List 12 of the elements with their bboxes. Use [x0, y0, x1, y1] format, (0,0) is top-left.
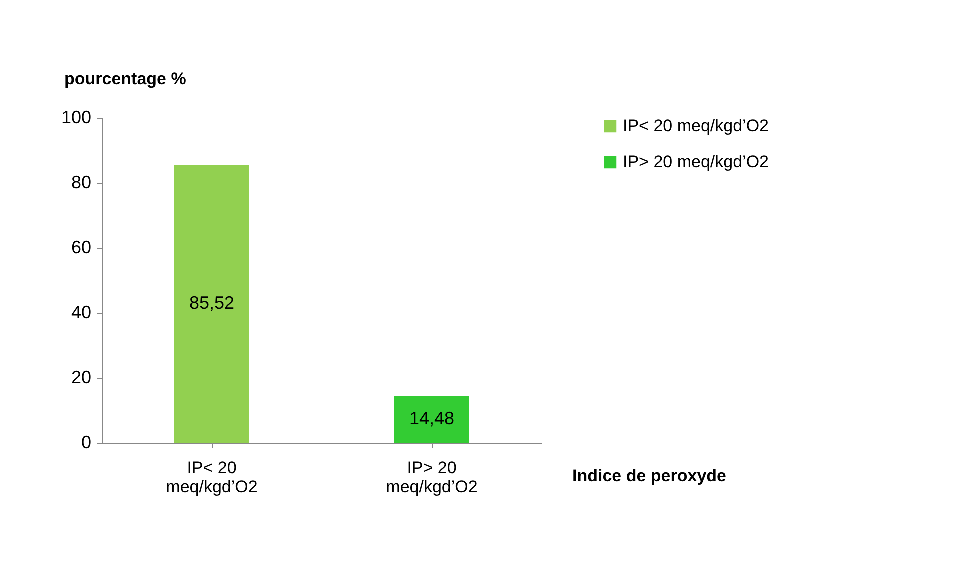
- y-tick-label: 60: [71, 238, 92, 258]
- x-axis-title: Indice de peroxyde: [572, 466, 726, 486]
- y-tick-label: 0: [81, 432, 92, 452]
- y-tick-label: 40: [71, 302, 92, 322]
- data-label: 85,52: [189, 293, 235, 314]
- y-tick-label: 20: [71, 368, 92, 388]
- y-tick-label: 100: [61, 108, 92, 128]
- y-axis-title: pourcentage %: [64, 70, 186, 88]
- data-label: 14,48: [409, 408, 455, 428]
- y-tick-label: 80: [71, 172, 92, 192]
- legend-label: IP< 20 meq/kgd’O2: [623, 116, 770, 136]
- legend-label: IP> 20 meq/kgd’O2: [623, 152, 770, 172]
